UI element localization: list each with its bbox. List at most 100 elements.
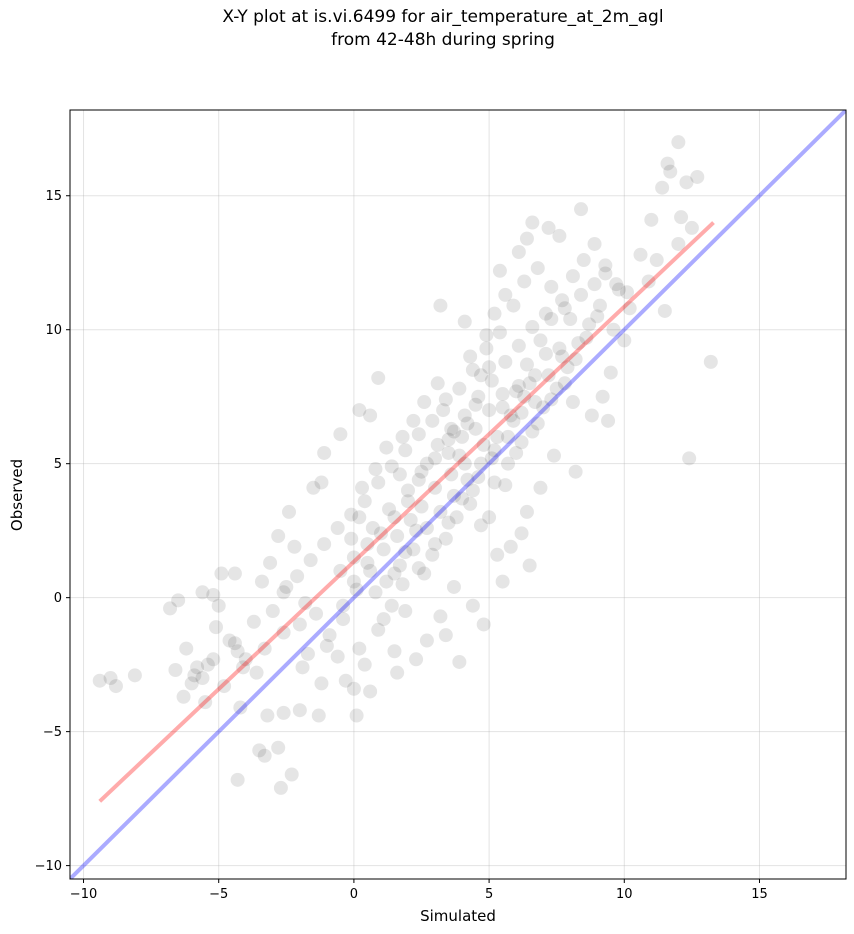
data-point bbox=[495, 574, 510, 589]
data-point bbox=[276, 705, 291, 720]
data-point bbox=[409, 652, 424, 667]
data-point bbox=[468, 421, 483, 436]
chart-title-line-1: X-Y plot at is.vi.6499 for air_temperatu… bbox=[222, 7, 664, 27]
data-point bbox=[338, 673, 353, 688]
data-point bbox=[398, 604, 413, 619]
data-point bbox=[376, 612, 391, 627]
data-point bbox=[501, 429, 516, 444]
data-point bbox=[479, 341, 494, 356]
data-point bbox=[533, 333, 548, 348]
data-point bbox=[498, 354, 513, 369]
data-point bbox=[206, 652, 221, 667]
data-point bbox=[314, 475, 329, 490]
data-point bbox=[511, 245, 526, 260]
data-point bbox=[227, 566, 242, 581]
y-tick-label: 15 bbox=[45, 189, 62, 204]
data-point bbox=[590, 309, 605, 324]
data-point bbox=[487, 475, 502, 490]
data-point bbox=[400, 483, 415, 498]
data-point bbox=[108, 679, 123, 694]
data-point bbox=[292, 703, 307, 718]
data-point bbox=[317, 445, 332, 460]
data-point bbox=[392, 467, 407, 482]
data-point bbox=[195, 671, 210, 686]
x-tick-label: −10 bbox=[70, 887, 97, 902]
data-point bbox=[352, 641, 367, 656]
data-point bbox=[127, 668, 142, 683]
data-point bbox=[587, 236, 602, 251]
data-point bbox=[292, 617, 307, 632]
data-point bbox=[617, 333, 632, 348]
data-point bbox=[414, 464, 429, 479]
data-point bbox=[398, 443, 413, 458]
data-point bbox=[209, 620, 224, 635]
data-point bbox=[411, 472, 426, 487]
data-point bbox=[371, 622, 386, 637]
data-point bbox=[511, 338, 526, 353]
data-point bbox=[433, 298, 448, 313]
data-point bbox=[682, 451, 697, 466]
data-point bbox=[428, 480, 443, 495]
data-point bbox=[319, 638, 334, 653]
data-point bbox=[503, 539, 518, 554]
data-point bbox=[514, 405, 529, 420]
data-point bbox=[641, 274, 656, 289]
data-point bbox=[465, 483, 480, 498]
data-point bbox=[444, 421, 459, 436]
data-point bbox=[446, 488, 461, 503]
data-point bbox=[555, 349, 570, 364]
data-point bbox=[406, 413, 421, 428]
data-point bbox=[463, 349, 478, 364]
data-point bbox=[249, 665, 264, 680]
data-point bbox=[541, 220, 556, 235]
data-point bbox=[279, 579, 294, 594]
data-point bbox=[471, 389, 486, 404]
data-point bbox=[352, 510, 367, 525]
data-point bbox=[222, 633, 237, 648]
data-point bbox=[300, 646, 315, 661]
data-point bbox=[227, 636, 242, 651]
data-point bbox=[644, 212, 659, 227]
data-point bbox=[544, 392, 559, 407]
data-point bbox=[365, 520, 380, 535]
data-point bbox=[579, 330, 594, 345]
data-point bbox=[571, 336, 586, 351]
data-point bbox=[528, 395, 543, 410]
data-point bbox=[430, 376, 445, 391]
data-point bbox=[484, 451, 499, 466]
data-point bbox=[552, 341, 567, 356]
data-point bbox=[163, 601, 178, 616]
data-point bbox=[671, 236, 686, 251]
data-point bbox=[438, 392, 453, 407]
reference-lines bbox=[70, 110, 846, 879]
data-point bbox=[598, 258, 613, 273]
data-point bbox=[538, 306, 553, 321]
data-point bbox=[349, 582, 364, 597]
data-point bbox=[490, 547, 505, 562]
data-point bbox=[487, 443, 502, 458]
data-point bbox=[544, 279, 559, 294]
data-point bbox=[190, 660, 205, 675]
data-point bbox=[344, 531, 359, 546]
data-point bbox=[490, 429, 505, 444]
data-point bbox=[455, 429, 470, 444]
data-point bbox=[479, 328, 494, 343]
y-tick-label: 5 bbox=[54, 457, 62, 472]
data-point bbox=[403, 512, 418, 527]
data-point bbox=[446, 424, 461, 439]
data-point bbox=[233, 700, 248, 715]
data-point bbox=[476, 437, 491, 452]
data-point bbox=[409, 523, 424, 538]
data-point bbox=[198, 695, 213, 710]
data-point bbox=[468, 397, 483, 412]
data-point bbox=[619, 285, 634, 300]
x-axis-label: Simulated bbox=[420, 907, 496, 925]
data-point bbox=[376, 542, 391, 557]
data-point bbox=[271, 740, 286, 755]
data-point bbox=[514, 435, 529, 450]
data-point bbox=[417, 566, 432, 581]
data-point bbox=[649, 253, 664, 268]
chart-title-line-2: from 42-48h during spring bbox=[331, 30, 555, 50]
data-point bbox=[611, 282, 626, 297]
